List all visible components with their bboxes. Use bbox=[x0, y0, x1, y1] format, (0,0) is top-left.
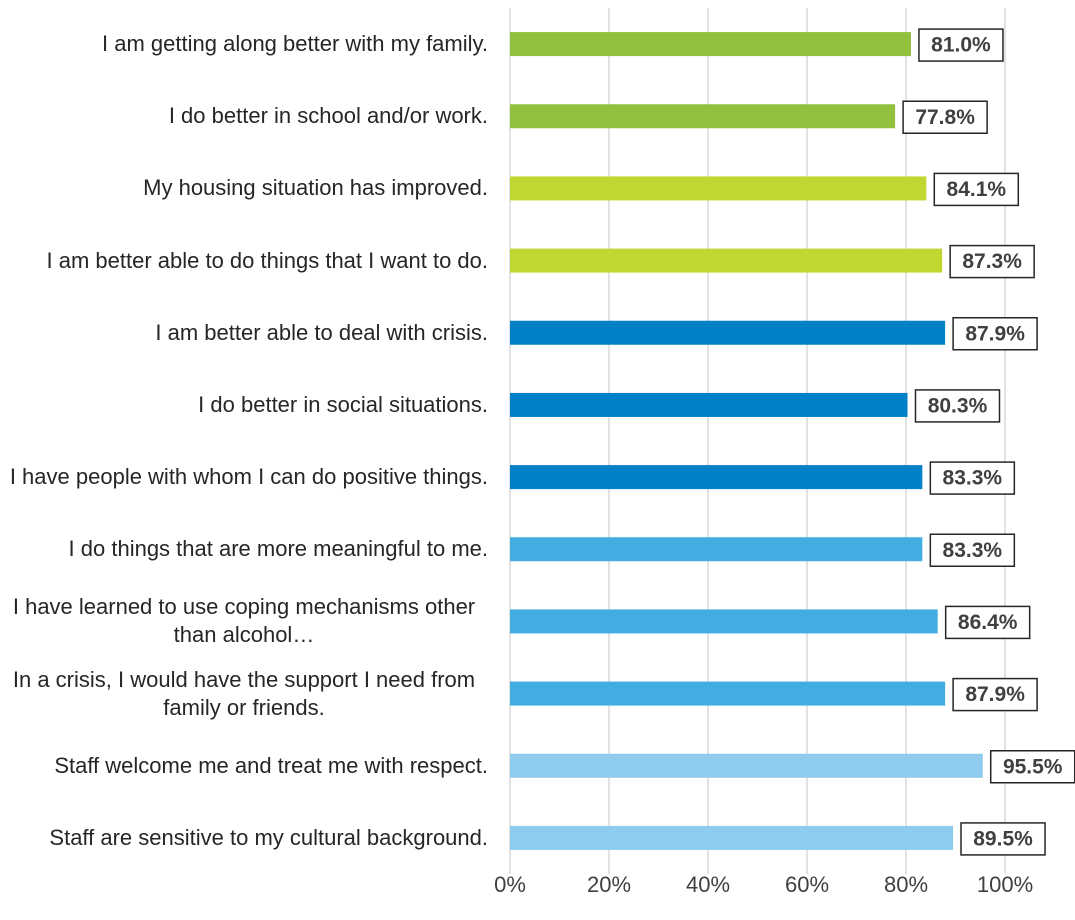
x-tick-label: 60% bbox=[785, 872, 829, 897]
data-label: 87.3% bbox=[962, 250, 1022, 273]
category-label: I have learned to use coping mechanisms … bbox=[0, 591, 488, 651]
category-text: I do better in social situations. bbox=[198, 391, 488, 417]
data-label-box bbox=[952, 677, 1038, 712]
category-text: I do better in school and/or work. bbox=[168, 103, 488, 129]
bar bbox=[510, 392, 908, 417]
data-label: 95.5% bbox=[1003, 755, 1063, 778]
bar bbox=[510, 32, 911, 57]
category-text: I am getting along better with my family… bbox=[102, 31, 488, 57]
data-label-box bbox=[918, 28, 1004, 62]
data-label-box bbox=[944, 605, 1031, 640]
category-text: I am better able to do things that I wan… bbox=[46, 247, 489, 273]
data-label: 83.3% bbox=[943, 539, 1003, 562]
x-tick-label: 100% bbox=[977, 872, 1033, 897]
data-label-box bbox=[929, 533, 1016, 567]
bar bbox=[510, 609, 938, 634]
category-label: My housing situation has improved. bbox=[0, 158, 488, 218]
x-tick-label: 80% bbox=[884, 872, 928, 897]
category-label: In a crisis, I would have the support I … bbox=[0, 664, 488, 724]
data-label-box bbox=[902, 100, 988, 134]
category-label: I do better in social situations. bbox=[0, 375, 488, 435]
category-label: I do better in school and/or work. bbox=[0, 86, 488, 146]
category-text: In a crisis, I would have the support I … bbox=[12, 666, 476, 720]
data-label: 84.1% bbox=[947, 178, 1007, 201]
category-label: I am better able to do things that I wan… bbox=[0, 231, 489, 291]
bar bbox=[510, 104, 896, 129]
data-label-box bbox=[929, 461, 1016, 495]
data-label-box bbox=[952, 317, 1038, 351]
bar bbox=[510, 248, 943, 273]
data-label: 83.3% bbox=[943, 467, 1003, 490]
category-text: Staff welcome me and treat me with respe… bbox=[54, 752, 488, 778]
bar bbox=[510, 681, 946, 706]
category-label: I do things that are more meaningful to … bbox=[0, 519, 488, 579]
bar bbox=[510, 537, 923, 562]
category-label: I have people with whom I can do positiv… bbox=[0, 447, 488, 507]
bar bbox=[510, 176, 927, 201]
category-label: I am better able to deal with crisis. bbox=[0, 303, 488, 363]
bar bbox=[510, 825, 954, 850]
x-tick-label: 0% bbox=[494, 872, 526, 897]
category-text: I have learned to use coping mechanisms … bbox=[12, 594, 476, 648]
data-label: 80.3% bbox=[928, 394, 988, 417]
bar bbox=[510, 320, 946, 345]
category-text: I do things that are more meaningful to … bbox=[68, 536, 488, 562]
x-tick-label: 20% bbox=[587, 872, 631, 897]
x-tick-label: 40% bbox=[686, 872, 730, 897]
data-label: 87.9% bbox=[965, 683, 1025, 706]
data-label: 81.0% bbox=[931, 34, 991, 57]
data-label: 87.9% bbox=[965, 322, 1025, 345]
bar bbox=[510, 465, 923, 490]
data-label-box bbox=[960, 822, 1046, 856]
data-label: 89.5% bbox=[973, 827, 1033, 850]
data-label: 77.8% bbox=[915, 106, 975, 129]
data-label: 86.4% bbox=[958, 611, 1018, 634]
category-label: I am getting along better with my family… bbox=[0, 14, 488, 74]
category-text: My housing situation has improved. bbox=[143, 175, 488, 201]
data-label-box bbox=[949, 244, 1035, 279]
data-label-box bbox=[933, 172, 1020, 207]
category-label: Staff are sensitive to my cultural backg… bbox=[0, 808, 488, 868]
data-label-box bbox=[914, 389, 1001, 423]
category-label: Staff welcome me and treat me with respe… bbox=[0, 736, 488, 796]
category-text: Staff are sensitive to my cultural backg… bbox=[49, 824, 488, 850]
category-text: I have people with whom I can do positiv… bbox=[9, 464, 488, 490]
category-text: I am better able to deal with crisis. bbox=[155, 319, 488, 345]
bar bbox=[510, 753, 983, 778]
